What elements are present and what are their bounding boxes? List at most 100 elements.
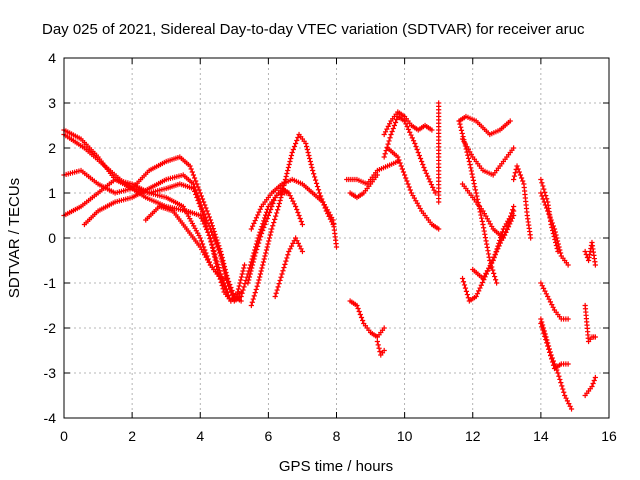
data-point [405,126,412,133]
data-point [432,190,438,196]
data-point [429,127,435,133]
data-point [294,206,300,213]
x-tick-label: 2 [128,428,136,444]
data-point [229,287,235,294]
data-point [565,316,571,322]
data-point [375,342,381,348]
trace-arc-9 [245,185,306,286]
data-point [272,293,278,300]
data-point [215,261,221,267]
data-point [228,284,234,291]
data-point [307,158,313,165]
data-point [538,176,544,183]
data-point [278,274,284,280]
chart-title: Day 025 of 2021, Sidereal Day-to-day VTE… [42,21,585,38]
data-point [238,274,245,280]
data-point [209,242,215,248]
data-point [257,274,263,280]
data-point [274,287,280,293]
data-point [319,196,325,202]
data-point [313,180,320,186]
data-point [295,209,301,216]
data-point [230,290,236,297]
data-point [225,292,231,298]
data-point [556,373,562,379]
data-point [405,181,411,187]
data-point [202,217,208,223]
data-point [480,221,486,228]
data-point [561,389,567,395]
data-point [546,346,552,352]
data-point [470,174,476,180]
data-point [550,227,556,234]
trace-arc-13 [347,298,387,340]
data-point [294,137,300,144]
data-point [283,173,289,180]
data-point [384,126,390,132]
data-point [287,246,293,252]
data-point [465,155,472,161]
data-point [217,246,223,252]
data-point [296,212,302,219]
data-point [431,187,437,193]
data-point [245,280,251,286]
x-tick-label: 0 [60,428,68,444]
data-point [290,146,296,153]
data-point [271,219,277,226]
data-point [419,158,425,165]
data-point [190,172,197,178]
data-point [187,163,193,169]
data-point [592,334,598,340]
data-point [212,231,218,237]
data-point [549,224,555,231]
data-point [547,299,554,305]
trace-arc-31 [582,239,598,268]
data-point [554,245,560,252]
x-tick-label: 14 [533,428,549,444]
trace-arc-15 [381,109,435,138]
data-point [210,225,216,232]
data-point [493,280,500,286]
data-point [326,213,332,219]
trace-arc-27 [538,176,561,255]
data-point [256,209,262,215]
data-point [476,206,483,212]
data-point [275,203,282,210]
y-tick-label: -1 [44,275,57,291]
y-tick-label: 2 [48,140,56,156]
data-point [550,358,556,364]
data-point [199,205,205,211]
data-point [539,180,545,186]
data-point [374,172,380,178]
data-point [290,240,296,246]
data-point [297,215,303,222]
data-point [285,252,291,258]
data-point [516,169,522,175]
data-point [277,277,283,284]
data-point [543,291,549,297]
data-point [474,193,480,199]
data-point [260,227,266,234]
data-point [284,255,290,261]
data-point [543,192,549,199]
data-point [544,337,550,343]
data-point [191,184,198,190]
data-point [421,164,427,171]
data-point [227,281,233,288]
data-point [271,197,277,204]
data-point [246,277,252,283]
data-point [512,170,518,176]
data-point [495,243,501,249]
data-point [466,158,472,165]
data-point [270,223,276,229]
data-point [287,193,293,199]
data-point [558,380,564,386]
data-point [286,248,292,255]
data-point [209,223,215,229]
data-point [227,295,233,301]
data-point [402,118,408,124]
y-tick-label: 1 [48,185,56,201]
data-point [404,124,410,130]
plot-frame [63,57,610,419]
data-point [265,241,271,247]
